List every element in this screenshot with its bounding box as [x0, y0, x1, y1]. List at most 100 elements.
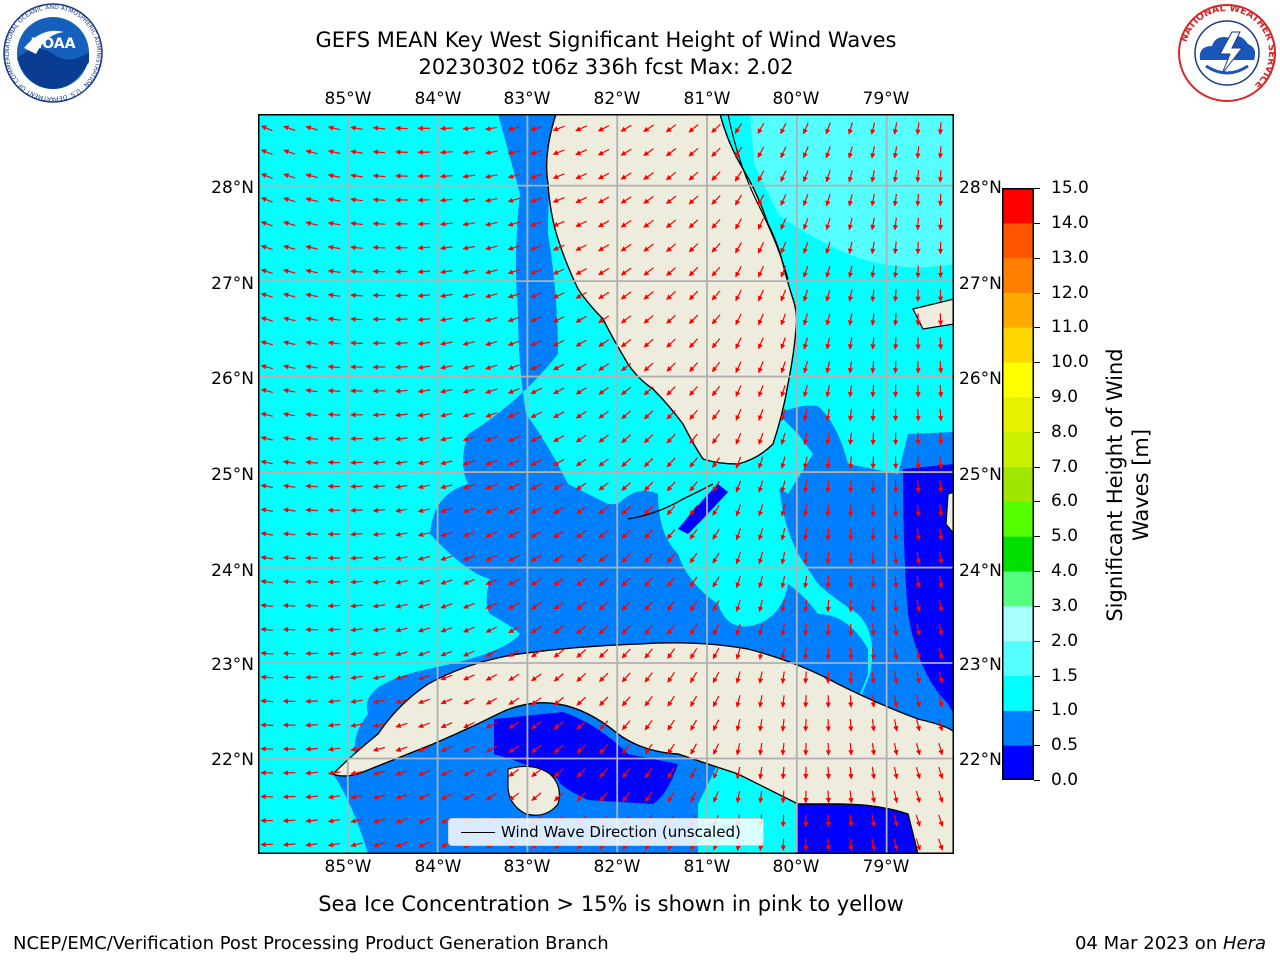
wave-direction-arrow — [666, 457, 676, 468]
wave-direction-arrow — [440, 769, 453, 776]
wave-direction-arrow — [395, 292, 408, 299]
isla-de-la-juventud — [507, 765, 560, 816]
wave-direction-arrow — [417, 221, 431, 227]
wave-direction-arrow — [417, 531, 431, 538]
wave-direction-arrow — [735, 313, 742, 326]
wave-direction-arrow — [575, 244, 587, 251]
wave-direction-arrow — [915, 575, 921, 589]
wave-direction-arrow — [553, 411, 565, 419]
wave-direction-arrow — [621, 529, 631, 539]
wave-direction-arrow — [825, 384, 831, 398]
wave-direction-arrow — [418, 746, 430, 752]
wave-direction-arrow — [757, 361, 764, 374]
wave-direction-arrow — [825, 814, 831, 828]
wave-direction-arrow — [283, 292, 296, 298]
wave-direction-arrow — [825, 599, 831, 613]
wave-direction-arrow — [690, 719, 698, 731]
wave-direction-arrow — [440, 221, 453, 227]
wave-direction-arrow — [327, 650, 341, 657]
wave-direction-arrow — [305, 292, 318, 298]
wave-direction-arrow — [621, 458, 632, 467]
colorbar-tick-label: 5.0 — [1051, 526, 1079, 547]
colorbar-tick-label: 9.0 — [1051, 386, 1079, 407]
wave-direction-arrow — [711, 290, 721, 301]
wave-direction-arrow — [735, 289, 742, 302]
wave-direction-arrow — [620, 267, 632, 276]
wave-direction-arrow — [530, 530, 542, 538]
wave-direction-arrow — [530, 554, 542, 562]
lon-tick-top: 84°W — [414, 89, 462, 109]
wave-direction-arrow — [283, 173, 296, 179]
wave-direction-arrow — [915, 432, 921, 446]
colorbar-tick-label: 1.0 — [1051, 700, 1079, 721]
wave-direction-arrow — [327, 722, 341, 728]
wave-direction-arrow — [395, 316, 408, 322]
wave-direction-arrow — [575, 196, 587, 204]
wave-direction-arrow — [553, 673, 564, 682]
wave-direction-arrow — [598, 434, 609, 443]
wave-direction-arrow — [893, 766, 899, 780]
wave-direction-arrow — [735, 671, 741, 684]
wave-direction-arrow — [689, 695, 698, 707]
wave-direction-arrow — [666, 338, 676, 348]
wave-direction-arrow — [507, 245, 520, 251]
wave-direction-arrow — [440, 531, 453, 538]
wave-direction-arrow — [576, 530, 587, 539]
wave-direction-arrow — [666, 243, 676, 253]
wave-direction-arrow — [666, 409, 676, 420]
footer-date: 04 Mar 2023 on Hera — [1075, 933, 1266, 955]
wave-direction-arrow — [372, 125, 386, 131]
wave-direction-arrow — [350, 244, 363, 251]
wave-direction-arrow — [758, 671, 764, 684]
wave-direction-arrow — [734, 194, 743, 206]
wave-direction-arrow — [283, 197, 296, 203]
wave-direction-arrow — [938, 623, 944, 637]
wave-direction-arrow — [485, 721, 497, 729]
wave-direction-arrow — [530, 387, 543, 395]
wave-direction-arrow — [575, 268, 587, 275]
wave-direction-arrow — [508, 792, 520, 801]
wave-direction-arrow — [350, 722, 363, 728]
wave-direction-arrow — [937, 122, 944, 135]
wave-direction-arrow — [847, 432, 854, 446]
wave-direction-arrow — [440, 364, 453, 370]
wave-direction-arrow — [802, 122, 809, 135]
wave-direction-arrow — [711, 147, 721, 157]
wave-direction-arrow — [260, 507, 274, 513]
wave-direction-arrow — [305, 149, 318, 155]
wave-direction-arrow — [757, 289, 764, 302]
lon-tick-top: 81°W — [683, 89, 731, 109]
wave-direction-arrow — [598, 244, 610, 252]
wave-direction-arrow — [825, 480, 831, 493]
wave-direction-arrow — [598, 220, 610, 228]
wave-direction-arrow — [938, 575, 944, 589]
colorbar-tick-label: 1.5 — [1051, 665, 1079, 686]
wave-direction-arrow — [643, 195, 654, 204]
wave-direction-arrow — [598, 363, 610, 371]
wave-direction-arrow — [643, 434, 654, 444]
colorbar-tick-mark — [1034, 257, 1040, 259]
wave-direction-arrow — [621, 720, 631, 731]
wave-direction-arrow — [305, 220, 318, 227]
lat-tick-left: 25°N — [211, 465, 254, 485]
wave-direction-arrow — [372, 555, 386, 561]
lat-tick-right: 25°N — [959, 465, 1002, 485]
wave-direction-arrow — [283, 149, 296, 155]
wave-direction-arrow — [758, 575, 764, 589]
wave-direction-arrow — [915, 528, 921, 541]
wave-direction-arrow — [712, 647, 720, 660]
wave-direction-arrow — [620, 124, 632, 132]
wave-direction-arrow — [305, 244, 318, 251]
wave-direction-arrow — [735, 409, 742, 421]
wave-direction-arrow — [283, 125, 296, 131]
wave-direction-arrow — [666, 362, 676, 372]
wave-direction-arrow — [282, 435, 296, 442]
wave-direction-arrow — [847, 504, 854, 517]
wave-direction-arrow — [758, 504, 764, 517]
wave-direction-arrow — [711, 123, 721, 133]
wave-direction-arrow — [802, 217, 809, 230]
wave-direction-arrow — [643, 291, 654, 300]
wave-direction-arrow — [350, 674, 363, 681]
wave-direction-arrow — [893, 742, 899, 756]
wave-direction-arrow — [552, 268, 565, 275]
